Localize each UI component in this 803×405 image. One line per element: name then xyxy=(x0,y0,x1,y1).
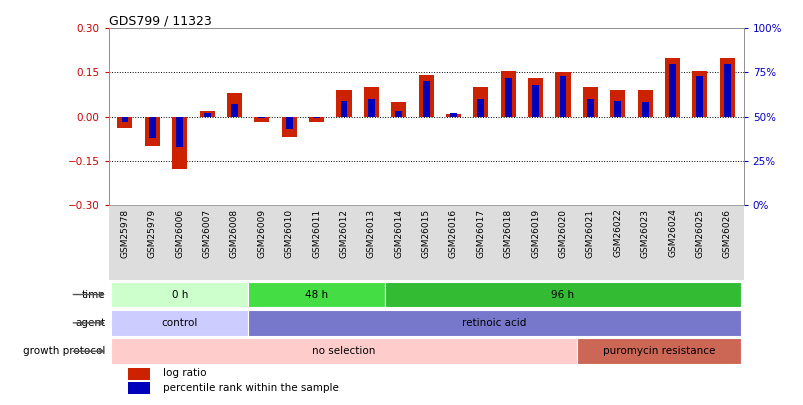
Text: 0 h: 0 h xyxy=(171,290,188,300)
Bar xyxy=(528,78,543,117)
Bar xyxy=(582,87,597,117)
Text: percentile rank within the sample: percentile rank within the sample xyxy=(162,384,338,393)
Bar xyxy=(418,75,433,117)
Text: time: time xyxy=(82,290,105,300)
Bar xyxy=(473,87,487,117)
Bar xyxy=(117,117,132,128)
Bar xyxy=(368,99,374,117)
Text: GSM25979: GSM25979 xyxy=(148,209,157,258)
Text: control: control xyxy=(161,318,198,328)
Bar xyxy=(128,368,149,379)
Bar xyxy=(149,117,156,138)
Text: GSM26016: GSM26016 xyxy=(448,209,458,258)
Text: puromycin resistance: puromycin resistance xyxy=(602,346,714,356)
Text: GSM26006: GSM26006 xyxy=(175,209,184,258)
Bar xyxy=(128,382,149,394)
Text: 96 h: 96 h xyxy=(551,290,574,300)
Bar xyxy=(664,58,679,117)
Text: GSM26017: GSM26017 xyxy=(476,209,485,258)
Text: GSM26026: GSM26026 xyxy=(722,209,731,258)
Text: 48 h: 48 h xyxy=(304,290,328,300)
Text: GSM26025: GSM26025 xyxy=(695,209,703,258)
Text: GSM26007: GSM26007 xyxy=(202,209,211,258)
Bar xyxy=(313,117,320,118)
Text: agent: agent xyxy=(75,318,105,328)
Text: GSM26022: GSM26022 xyxy=(613,209,622,258)
Text: GDS799 / 11323: GDS799 / 11323 xyxy=(108,14,211,27)
Bar xyxy=(723,64,730,117)
FancyBboxPatch shape xyxy=(111,310,248,336)
Bar xyxy=(285,117,292,129)
Text: GSM25978: GSM25978 xyxy=(120,209,129,258)
Bar xyxy=(668,64,675,117)
Bar xyxy=(172,117,187,169)
FancyBboxPatch shape xyxy=(111,339,576,364)
Text: GSM26019: GSM26019 xyxy=(531,209,540,258)
Bar xyxy=(145,117,160,146)
FancyBboxPatch shape xyxy=(248,310,740,336)
Bar xyxy=(559,76,566,117)
Bar xyxy=(719,58,734,117)
Text: GSM26020: GSM26020 xyxy=(558,209,567,258)
Bar xyxy=(637,90,652,117)
Bar xyxy=(395,111,402,117)
Text: GSM26010: GSM26010 xyxy=(284,209,293,258)
FancyBboxPatch shape xyxy=(576,339,740,364)
Text: GSM26021: GSM26021 xyxy=(585,209,594,258)
Bar xyxy=(641,102,648,117)
Bar xyxy=(613,101,621,117)
Bar xyxy=(308,117,324,122)
Bar xyxy=(500,71,516,117)
FancyBboxPatch shape xyxy=(385,282,740,307)
Bar xyxy=(258,117,265,118)
Bar xyxy=(695,76,703,117)
Text: growth protocol: growth protocol xyxy=(23,346,105,356)
Text: GSM26015: GSM26015 xyxy=(421,209,430,258)
Bar xyxy=(477,99,483,117)
Bar xyxy=(281,117,296,137)
Bar xyxy=(555,72,570,117)
Bar xyxy=(446,114,460,117)
Text: GSM26012: GSM26012 xyxy=(339,209,348,258)
Text: log ratio: log ratio xyxy=(162,368,206,378)
Text: no selection: no selection xyxy=(312,346,375,356)
Text: GSM26013: GSM26013 xyxy=(366,209,375,258)
Bar xyxy=(450,113,456,117)
Bar xyxy=(391,102,406,117)
Bar xyxy=(226,93,242,117)
Text: GSM26008: GSM26008 xyxy=(230,209,238,258)
Bar xyxy=(199,111,214,117)
Bar xyxy=(203,113,210,117)
Text: GSM26018: GSM26018 xyxy=(503,209,512,258)
Text: GSM26014: GSM26014 xyxy=(393,209,403,258)
Bar xyxy=(336,90,351,117)
Bar xyxy=(230,104,238,117)
Bar xyxy=(364,87,378,117)
Bar xyxy=(340,101,347,117)
Bar xyxy=(121,117,128,122)
Bar xyxy=(586,99,593,117)
Bar xyxy=(504,78,511,117)
Text: GSM26011: GSM26011 xyxy=(312,209,320,258)
Bar xyxy=(422,81,429,117)
Text: GSM26023: GSM26023 xyxy=(640,209,649,258)
Bar xyxy=(176,117,183,147)
Bar xyxy=(254,117,269,122)
Bar xyxy=(609,90,625,117)
Bar xyxy=(691,71,707,117)
FancyBboxPatch shape xyxy=(111,282,248,307)
Text: GSM26009: GSM26009 xyxy=(257,209,266,258)
Text: retinoic acid: retinoic acid xyxy=(462,318,526,328)
Bar xyxy=(532,85,538,117)
Text: GSM26024: GSM26024 xyxy=(667,209,676,258)
FancyBboxPatch shape xyxy=(248,282,385,307)
